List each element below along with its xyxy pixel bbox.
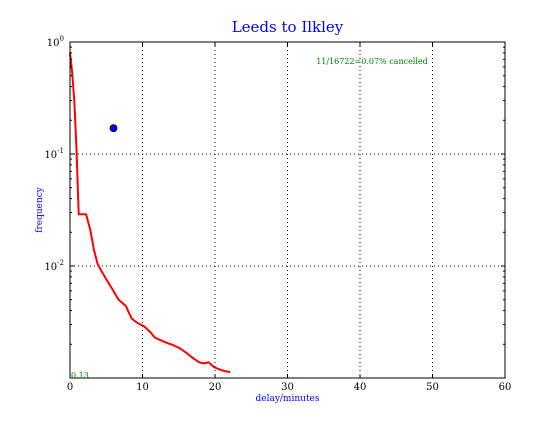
y-tick-base: 10 [44,150,57,161]
x-tick-label: 20 [209,382,222,393]
y-tick-exponent: 0 [60,35,64,43]
y-tick-label: 10-1 [44,147,64,161]
y-tick-base: 10 [47,38,60,49]
y-tick-label: 10-2 [44,259,64,273]
x-tick-label: 0 [67,382,73,393]
data-point-marker [109,124,118,133]
x-tick-label: 50 [426,382,439,393]
x-axis-label: delay/minutes [255,394,319,404]
cancelled-annotation: 11/16722=0.07% cancelled [316,57,428,66]
chart-title: Leeds to Ilkley [232,18,344,36]
y-tick-label: 100 [47,35,64,49]
x-tick-label: 30 [281,382,294,393]
x-tick-label: 60 [499,382,512,393]
x-tick-label: 40 [354,382,367,393]
corner-value-label: 0.13 [71,371,89,380]
y-axis-label: frequency [35,186,45,233]
y-tick-exponent: -2 [57,259,64,267]
x-tick-label: 10 [136,382,149,393]
y-tick-exponent: -1 [57,147,64,155]
y-tick-base: 10 [44,262,57,273]
delay-frequency-line [69,52,231,374]
grid [70,42,505,378]
